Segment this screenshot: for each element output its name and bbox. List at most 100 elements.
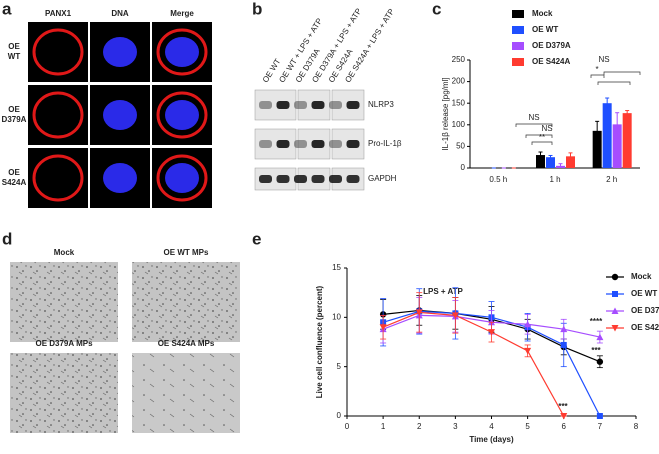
panel-d: Mock OE WT MPs OE D379A MPs OE S424A MPs: [10, 248, 240, 433]
marker: [560, 341, 567, 348]
x-tick-label: 2 h: [606, 175, 617, 184]
culture-image: [132, 262, 240, 342]
membrane: [32, 154, 84, 202]
y-tick-label: 100: [452, 120, 466, 129]
marker: [488, 329, 495, 336]
image-label: OE S424A MPs: [158, 339, 215, 348]
legend-marker: [611, 307, 619, 314]
annotation: NS: [598, 55, 609, 64]
band: [259, 175, 272, 183]
line: [382, 311, 565, 417]
x-tick-label: 6: [562, 422, 567, 431]
marker: [415, 309, 423, 316]
band: [346, 140, 360, 148]
micrograph: [28, 22, 88, 82]
annotation: *: [595, 65, 598, 74]
nucleus: [165, 100, 199, 130]
band: [329, 140, 342, 148]
culture-image: [10, 353, 118, 433]
blot-label: NLRP3: [368, 100, 394, 109]
bar: [592, 130, 602, 168]
membrane: [156, 28, 208, 76]
x-tick-label: 3: [453, 422, 458, 431]
nucleus: [103, 163, 137, 193]
x-axis-label: Time (days): [469, 435, 514, 444]
marker: [379, 324, 387, 331]
x-tick-label: 0: [345, 422, 350, 431]
column-label: Merge: [170, 9, 194, 18]
annotation: ****: [590, 317, 603, 326]
row-label: OE: [8, 105, 20, 114]
membrane: [156, 154, 208, 202]
x-tick-label: 1: [381, 422, 386, 431]
y-axis-label: IL-1β release [pg/ml]: [441, 77, 450, 150]
legend-swatch: [512, 42, 524, 50]
row-label: WT: [8, 52, 21, 61]
x-tick-label: 5: [525, 422, 530, 431]
chart-title: LPS + ATP: [423, 287, 463, 296]
marker: [524, 320, 532, 328]
legend-label: OE S424A: [532, 57, 570, 66]
marker: [451, 312, 459, 319]
x-tick-label: 8: [634, 422, 639, 431]
nucleus: [103, 37, 137, 67]
annotation: **: [539, 133, 545, 142]
membrane: [32, 91, 84, 139]
culture-image: [10, 262, 118, 342]
culture-image: [132, 353, 240, 433]
row-label: OE: [8, 168, 20, 177]
y-tick-label: 10: [332, 312, 341, 321]
marker: [596, 358, 604, 365]
band: [311, 140, 325, 148]
band: [329, 101, 342, 109]
y-tick-label: 15: [332, 263, 341, 272]
column-label: PANX1: [45, 9, 72, 18]
band: [276, 101, 290, 109]
y-tick-label: 5: [337, 362, 342, 371]
marker: [596, 413, 603, 419]
legend-marker: [612, 291, 618, 297]
annotation: NS: [528, 113, 539, 122]
bracket: [590, 74, 605, 78]
legend-label: Mock: [532, 9, 553, 18]
y-tick-label: 0: [337, 411, 342, 420]
legend-swatch: [512, 10, 524, 18]
nucleus: [165, 37, 199, 67]
blot-label: GAPDH: [368, 174, 397, 183]
y-tick-label: 250: [452, 55, 466, 64]
micrograph: [28, 148, 88, 208]
band: [294, 140, 307, 148]
panel-e: 0 1 2 3 4 5 6 7 8 0 5 10 15 LPS + ATP Time (days) Live …: [315, 263, 659, 444]
row-label: OE: [8, 42, 20, 51]
x-tick-label: 7: [598, 422, 603, 431]
y-tick-label: 0: [461, 163, 466, 172]
panel-letter: e: [252, 229, 261, 248]
band: [346, 101, 360, 109]
band: [276, 175, 290, 183]
band: [259, 101, 272, 109]
panel-letter: d: [2, 229, 12, 248]
bar: [536, 155, 545, 168]
legend-swatch: [512, 26, 524, 34]
legend-marker: [611, 273, 619, 281]
x-tick-label: 1 h: [549, 175, 560, 184]
legend-label: OE WT: [532, 25, 558, 34]
marker: [560, 325, 568, 333]
y-axis-label: Live cell confluence (percent): [315, 285, 324, 398]
image-label: Mock: [54, 248, 75, 257]
band: [276, 140, 290, 148]
y-tick-label: 50: [456, 142, 465, 151]
bracket: [525, 134, 553, 138]
blot-label: Pro-IL-1β: [368, 139, 402, 148]
legend-label: OE D379A: [631, 306, 659, 315]
panel-letter: b: [252, 0, 262, 18]
bar: [612, 124, 622, 168]
band: [294, 175, 307, 183]
bracket: [603, 71, 641, 75]
legend-label: OE S424A: [631, 323, 659, 332]
legend-label: OE WT: [631, 289, 657, 298]
image-label: OE WT MPs: [164, 248, 209, 257]
x-tick-label: 0.5 h: [489, 175, 507, 184]
